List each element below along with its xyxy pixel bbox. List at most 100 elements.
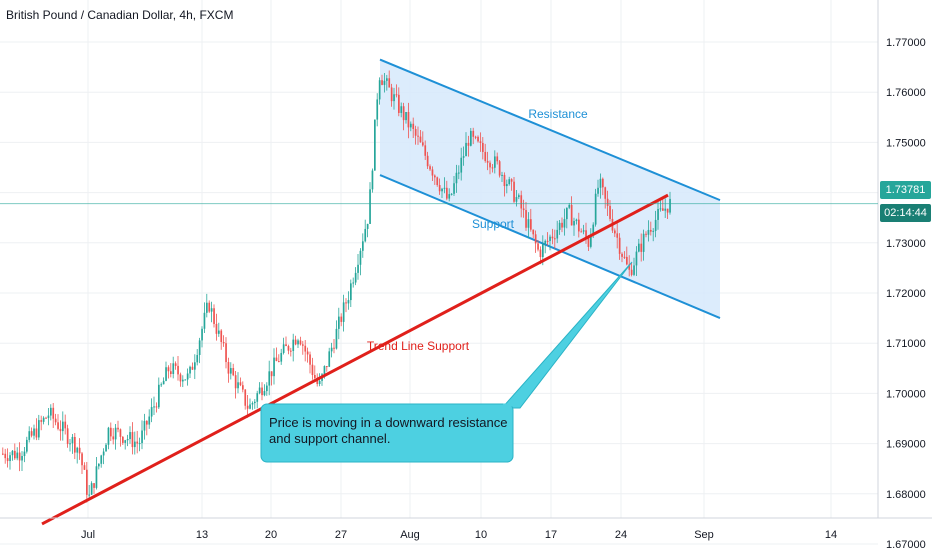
candle-body — [419, 136, 422, 143]
candle-body — [609, 205, 611, 219]
candle-body — [314, 375, 316, 379]
candle-body — [318, 380, 321, 385]
candle-body — [153, 406, 155, 408]
candle-body — [218, 330, 220, 334]
callout-box — [260, 403, 514, 463]
candle-body — [6, 458, 9, 462]
candle-body — [590, 235, 592, 247]
candle-body — [201, 328, 203, 341]
candle-body — [213, 308, 215, 324]
candle-body — [556, 229, 559, 239]
candle-body — [582, 230, 585, 232]
candle-body — [515, 197, 518, 202]
candle-body — [256, 393, 259, 402]
candle-body — [510, 179, 513, 182]
candle-body — [148, 416, 151, 425]
candle-body — [119, 429, 122, 437]
candle-body — [566, 207, 568, 220]
candle-body — [160, 384, 163, 386]
support-label: Support — [472, 217, 515, 231]
x-tick-label: 13 — [196, 529, 208, 541]
candle-body — [95, 466, 98, 488]
candle-body — [602, 178, 604, 188]
candle-body — [580, 231, 583, 233]
candle-body — [359, 250, 362, 265]
candle-body — [486, 160, 489, 163]
candle-body — [482, 142, 484, 152]
candle-body — [299, 340, 302, 345]
x-tick-label: 14 — [825, 529, 837, 541]
candle-body — [537, 243, 539, 250]
candle-body — [62, 421, 64, 432]
candle-body — [280, 352, 283, 362]
y-tick-label: 1.69000 — [886, 439, 926, 451]
candle-body — [666, 208, 669, 213]
candle-body — [383, 80, 386, 85]
candle-body — [654, 219, 657, 231]
candle-body — [484, 151, 487, 161]
candle-body — [326, 366, 328, 368]
candle-body — [501, 174, 503, 176]
candle-body — [563, 219, 566, 228]
candle-body — [554, 238, 556, 240]
candle-body — [227, 362, 230, 374]
candle-body — [124, 440, 127, 443]
x-tick-label: Aug — [400, 529, 420, 541]
candle-body — [9, 455, 11, 462]
candle-body — [309, 354, 311, 365]
candle-body — [263, 391, 266, 396]
x-tick-label: 10 — [475, 529, 487, 541]
candle-body — [386, 78, 388, 81]
channel-layer — [379, 58, 721, 320]
line-layer — [41, 193, 669, 526]
candle-body — [112, 436, 115, 440]
candle-body — [542, 243, 544, 258]
candle-body — [362, 241, 364, 251]
candle-body — [585, 230, 587, 238]
candle-body — [474, 136, 477, 138]
candle-body — [81, 453, 83, 466]
candle-body — [659, 208, 662, 210]
candle-body — [4, 453, 7, 459]
candle-body — [261, 387, 263, 396]
candle-body — [136, 441, 139, 444]
candle-body — [59, 428, 62, 432]
candle-body — [527, 219, 530, 228]
candle-body — [525, 210, 527, 228]
candle-body — [134, 441, 136, 448]
candle-body — [647, 229, 650, 235]
candle-body — [88, 494, 91, 496]
candle-body — [141, 430, 143, 444]
resistance-label: Resistance — [528, 107, 588, 121]
candle-body — [479, 141, 482, 143]
candle-body — [215, 323, 218, 334]
candle-body — [237, 382, 239, 389]
candle-body — [534, 234, 537, 244]
candle-body — [604, 187, 607, 199]
trend-line — [41, 193, 669, 526]
candle-body — [621, 253, 623, 257]
candle-body — [441, 188, 443, 192]
candle-body — [662, 208, 664, 211]
candle-body — [297, 340, 299, 345]
candle-body — [393, 94, 395, 102]
x-tick-label: 27 — [335, 529, 347, 541]
candle-body — [285, 344, 287, 347]
candle-body — [347, 300, 350, 304]
candle-body — [446, 187, 448, 199]
candle-body — [438, 185, 441, 192]
candle-body — [107, 427, 110, 445]
candle-body — [249, 404, 251, 409]
candle-body — [630, 269, 633, 275]
candle-body — [424, 145, 427, 156]
candle-body — [258, 387, 261, 394]
candle-body — [290, 350, 292, 352]
candle-body — [568, 204, 571, 208]
candle-body — [333, 347, 335, 349]
candle-countdown-badge: 02:14:44 — [880, 204, 931, 222]
candle-body — [203, 312, 206, 329]
candle-body — [650, 229, 652, 232]
